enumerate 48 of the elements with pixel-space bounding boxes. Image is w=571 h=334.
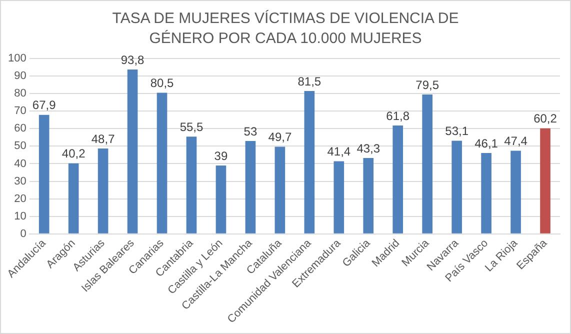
bar	[38, 114, 50, 234]
y-tick-label: 0	[20, 228, 26, 240]
data-label: 67,9	[32, 98, 56, 112]
y-tick-label: 60	[14, 122, 26, 135]
bar	[481, 153, 492, 234]
y-tick-label: 80	[14, 88, 26, 100]
data-label: 81,5	[298, 74, 322, 88]
chart-title: TASA DE MUJERES VÍCTIMAS DE VIOLENCIA DE GÉNERO POR CADA 10.000 MUJERES	[111, 9, 460, 49]
bar	[422, 94, 432, 234]
bar	[245, 140, 256, 234]
bar	[186, 136, 197, 234]
bar	[540, 128, 550, 234]
bar	[216, 165, 226, 234]
y-tick-label: 40	[14, 158, 26, 170]
y-tick-label: 100	[8, 52, 26, 65]
bar	[156, 92, 168, 234]
data-label: 93,8	[120, 52, 145, 67]
y-tick-label: 10	[14, 210, 26, 222]
data-label: 60,2	[534, 112, 558, 126]
bar	[392, 126, 404, 234]
y-tick-label: 30	[14, 175, 26, 188]
data-label: 49,7	[268, 130, 292, 144]
bar	[334, 161, 344, 234]
data-label: 47,4	[504, 134, 528, 148]
data-label: 46,1	[474, 136, 498, 150]
bar	[510, 150, 521, 234]
data-label: 79,5	[416, 78, 440, 92]
data-label: 53,1	[445, 124, 469, 138]
data-label: 61,8	[386, 108, 410, 123]
bar	[127, 69, 138, 234]
data-label: 48,7	[91, 132, 116, 146]
bar	[98, 148, 108, 234]
y-tick-label: 90	[14, 70, 26, 82]
y-tick-label: 20	[14, 192, 26, 205]
data-label: 40,2	[62, 146, 86, 161]
bar	[274, 146, 286, 234]
y-tick-label: 70	[14, 105, 26, 118]
bar	[452, 140, 462, 234]
data-label: 80,5	[150, 76, 174, 90]
data-label: 41,4	[327, 144, 351, 159]
data-label: 53	[244, 124, 258, 138]
bar	[304, 91, 315, 234]
y-tick-label: 50	[14, 140, 26, 152]
data-label: 43,3	[356, 141, 380, 156]
bar	[363, 158, 374, 234]
data-label: 55,5	[180, 120, 204, 134]
bar	[68, 163, 79, 234]
data-label: 39	[214, 148, 228, 163]
